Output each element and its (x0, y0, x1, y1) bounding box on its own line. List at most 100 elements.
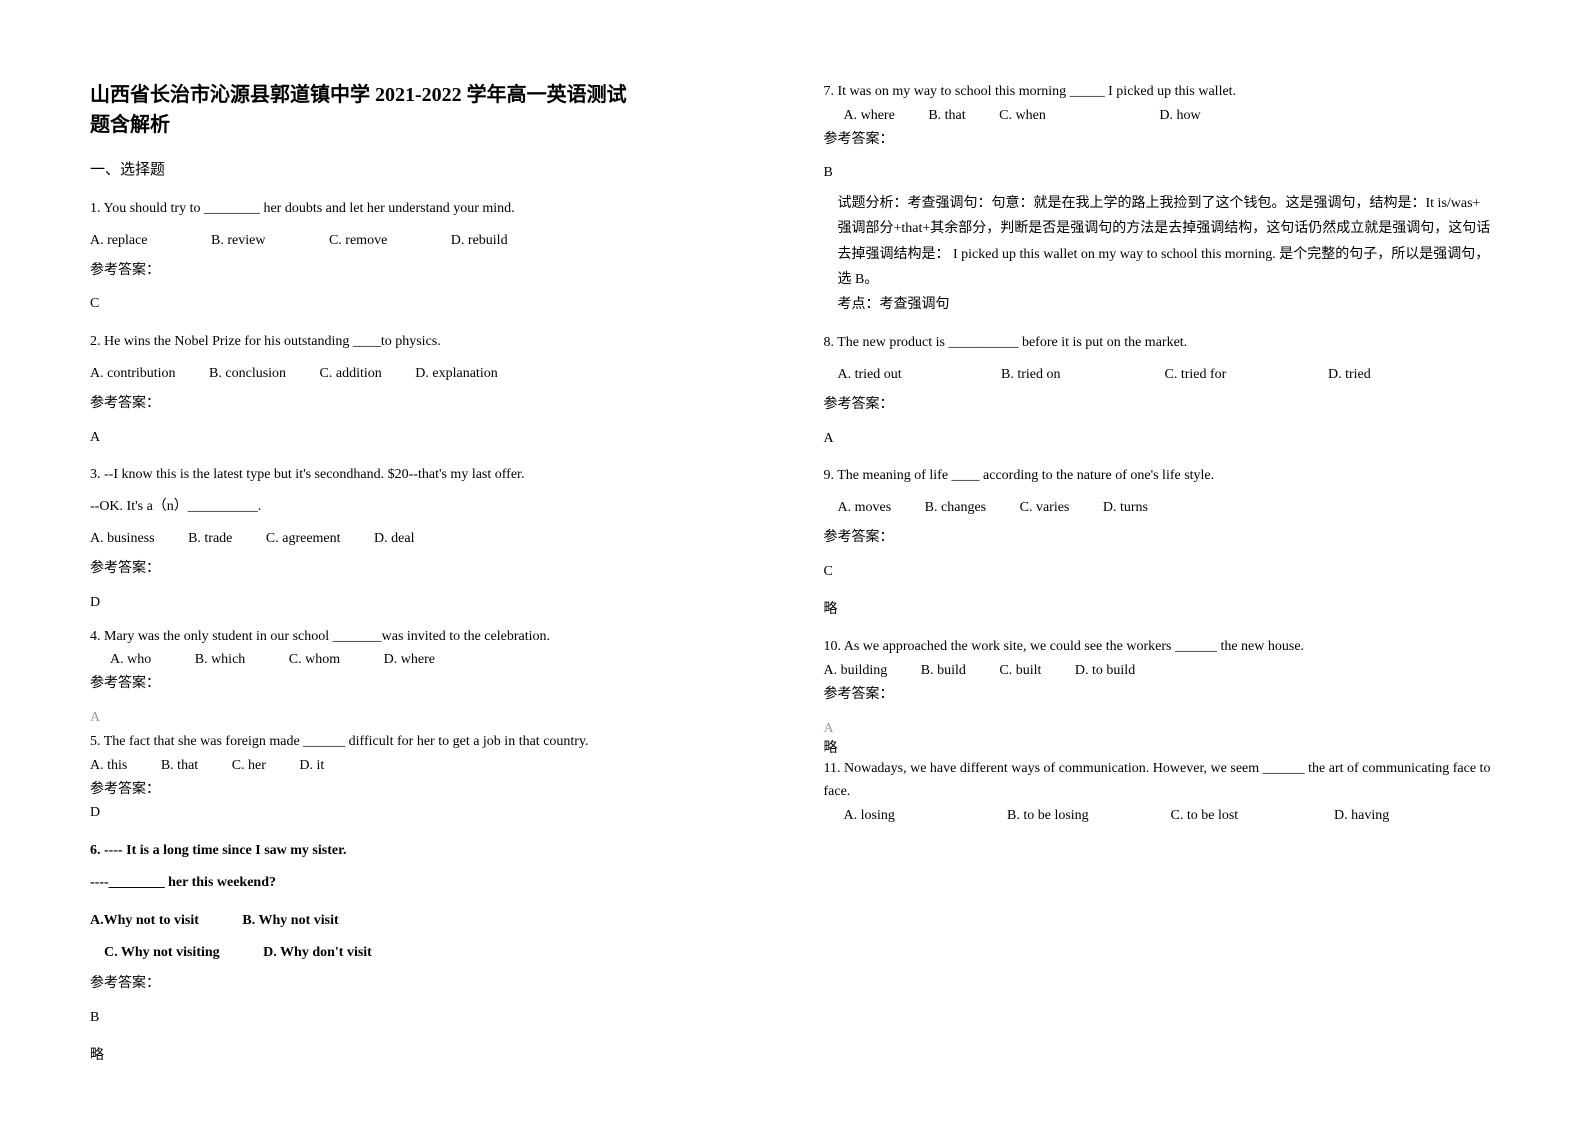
q2-answer: A (90, 426, 764, 450)
q6-choice-a: A.Why not to visit (90, 909, 199, 933)
q5-choice-c: C. her (232, 754, 266, 778)
q7-choice-a: A. where (844, 108, 895, 123)
question-10: 10. As we approached the work site, we c… (824, 635, 1498, 706)
ref-answer-label: 参考答案： (90, 557, 764, 581)
q3-answer: D (90, 595, 764, 611)
q2-choice-c: C. addition (320, 362, 382, 386)
question-2: 2. He wins the Nobel Prize for his outst… (90, 330, 764, 449)
q11-stem: 11. Nowadays, we have different ways of … (824, 757, 1498, 805)
q10-answer: A (824, 721, 1498, 737)
q10-choices: A. building B. build C. built D. to buil… (824, 659, 1498, 683)
q11-choices: A. losing B. to be losing C. to be lost … (824, 804, 1498, 828)
q6-answer: B (90, 1006, 764, 1030)
q4-answer: A (90, 710, 764, 726)
q5-choice-b: B. that (161, 754, 198, 778)
q10-choice-c: C. built (999, 659, 1041, 683)
q5-choice-a: A. this (90, 754, 127, 778)
q7-choices: A. where B. that C. when D. how (824, 104, 1498, 128)
q8-answer: A (824, 427, 1498, 451)
q11-choice-b: B. to be losing (1007, 804, 1167, 828)
q1-choice-c: C. remove (329, 229, 387, 253)
exam-title: 山西省长治市沁源县郭道镇中学 2021-2022 学年高一英语测试 题含解析 (90, 80, 764, 140)
q7-analysis-3: 去掉强调结构是： I picked up this wallet on my w… (838, 242, 1498, 267)
q9-stem: 9. The meaning of life ____ according to… (824, 464, 1498, 488)
q4-choices: A. who B. which C. whom D. where (90, 648, 764, 672)
q2-choice-b: B. conclusion (209, 362, 286, 386)
q7-analysis-2: 强调部分+that+其余部分，判断是否是强调句的方法是去掉强调结构，这句话仍然成… (838, 216, 1498, 241)
q4-choice-d: D. where (384, 652, 435, 667)
q7-analysis: 试题分析：考查强调句：句意：就是在我上学的路上我捡到了这个钱包。这是强调句，结构… (824, 191, 1498, 317)
q5-choice-d: D. it (299, 754, 324, 778)
q4-stem: 4. Mary was the only student in our scho… (90, 625, 764, 649)
q7-analysis-4: 选 B。 (838, 267, 1498, 292)
q3-choice-a: A. business (90, 527, 155, 551)
ref-answer-label: 参考答案： (824, 526, 1498, 550)
q10-stem: 10. As we approached the work site, we c… (824, 635, 1498, 659)
q8-choice-a: A. tried out (838, 363, 998, 387)
section-heading-1: 一、选择题 (90, 158, 764, 179)
ref-answer-label: 参考答案： (824, 683, 1498, 707)
q7-answer: B (824, 161, 1498, 185)
question-11: 11. Nowadays, we have different ways of … (824, 757, 1498, 828)
ref-answer-label: 参考答案： (90, 392, 764, 416)
q11-choice-a: A. losing (844, 804, 1004, 828)
q8-choice-b: B. tried on (1001, 363, 1161, 387)
q4-choice-a: A. who (110, 652, 151, 667)
document-page: 山西省长治市沁源县郭道镇中学 2021-2022 学年高一英语测试 题含解析 一… (90, 80, 1497, 1082)
question-3: 3. --I know this is the latest type but … (90, 463, 764, 580)
q6-choice-d: D. Why don't visit (263, 941, 372, 965)
q7-analysis-1: 试题分析：考查强调句：句意：就是在我上学的路上我捡到了这个钱包。这是强调句，结构… (838, 191, 1498, 216)
ref-answer-label: 参考答案： (824, 393, 1498, 417)
title-line-1: 山西省长治市沁源县郭道镇中学 2021-2022 学年高一英语测试 (90, 80, 764, 110)
q7-choice-b: B. that (928, 108, 965, 123)
q9-lue: 略 (824, 598, 1498, 622)
q9-answer: C (824, 560, 1498, 584)
q3-stem2: --OK. It's a（n）__________. (90, 495, 764, 519)
q3-stem1: 3. --I know this is the latest type but … (90, 463, 764, 487)
q7-stem: 7. It was on my way to school this morni… (824, 80, 1498, 104)
q8-choice-c: C. tried for (1165, 363, 1325, 387)
q6-choice-c: C. Why not visiting (104, 941, 220, 965)
question-5: 5. The fact that she was foreign made __… (90, 730, 764, 825)
q5-choices: A. this B. that C. her D. it (90, 754, 764, 778)
q6-stem2: ----________ her this weekend? (90, 871, 764, 895)
q9-choice-b: B. changes (925, 496, 986, 520)
q1-choices: A. replace B. review C. remove D. rebuil… (90, 229, 764, 253)
q10-choice-b: B. build (921, 659, 966, 683)
q4-choice-c: C. whom (289, 652, 340, 667)
q9-choice-d: D. turns (1103, 496, 1148, 520)
q9-choice-c: C. varies (1020, 496, 1070, 520)
question-7: 7. It was on my way to school this morni… (824, 80, 1498, 317)
q4-choice-b: B. which (195, 652, 246, 667)
ref-answer-label: 参考答案： (90, 778, 764, 802)
q2-stem: 2. He wins the Nobel Prize for his outst… (90, 330, 764, 354)
q10-choice-d: D. to build (1075, 659, 1135, 683)
q3-choices: A. business B. trade C. agreement D. dea… (90, 527, 764, 551)
q2-choices: A. contribution B. conclusion C. additio… (90, 362, 764, 386)
ref-answer-label: 参考答案： (90, 672, 764, 696)
question-6-options: A.Why not to visit B. Why not visit C. W… (90, 909, 764, 1068)
q11-choice-c: C. to be lost (1171, 804, 1331, 828)
q2-choice-a: A. contribution (90, 362, 176, 386)
q1-choice-a: A. replace (90, 229, 148, 253)
q7-choice-c: C. when (999, 108, 1046, 123)
q9-choices: A. moves B. changes C. varies D. turns (824, 496, 1498, 520)
q1-choice-d: D. rebuild (451, 229, 508, 253)
question-6-stem: 6. ---- It is a long time since I saw my… (90, 839, 764, 895)
q3-choice-d: D. deal (374, 527, 414, 551)
q7-kaodian: 考点：考查强调句 (838, 292, 1498, 317)
q1-stem: 1. You should try to ________ her doubts… (90, 197, 764, 221)
q3-choice-c: C. agreement (266, 527, 341, 551)
question-4: 4. Mary was the only student in our scho… (90, 625, 764, 696)
ref-answer-label: 参考答案： (824, 128, 1498, 152)
q1-answer: C (90, 292, 764, 316)
q6-lue: 略 (90, 1044, 764, 1068)
ref-answer-label: 参考答案： (90, 259, 764, 283)
q7-choice-d: D. how (1159, 108, 1200, 123)
question-1: 1. You should try to ________ her doubts… (90, 197, 764, 316)
q5-answer: D (90, 801, 764, 825)
q5-stem: 5. The fact that she was foreign made __… (90, 730, 764, 754)
q3-choice-b: B. trade (188, 527, 232, 551)
q9-choice-a: A. moves (838, 496, 892, 520)
question-9: 9. The meaning of life ____ according to… (824, 464, 1498, 621)
